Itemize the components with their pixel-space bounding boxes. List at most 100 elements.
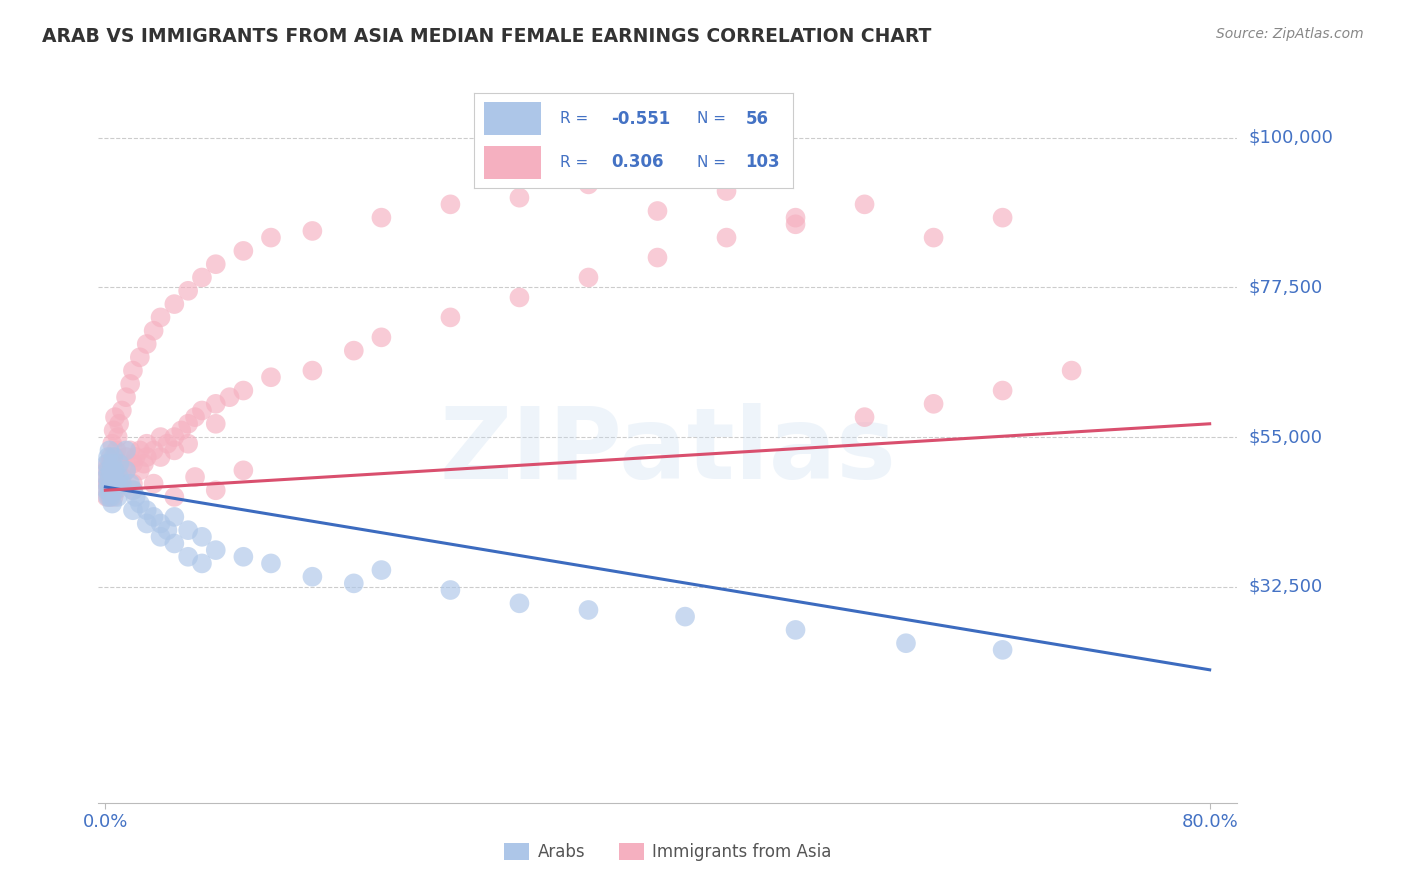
Point bbox=[142, 443, 165, 458]
Point bbox=[96, 470, 118, 484]
Point bbox=[204, 417, 226, 431]
Point bbox=[111, 476, 134, 491]
Point bbox=[103, 450, 125, 464]
Point bbox=[98, 490, 121, 504]
Point bbox=[149, 530, 172, 544]
Point bbox=[135, 503, 157, 517]
Point bbox=[578, 178, 600, 192]
Text: $100,000: $100,000 bbox=[1249, 128, 1333, 147]
Point bbox=[177, 549, 200, 564]
Point bbox=[101, 476, 124, 491]
Point bbox=[128, 443, 150, 458]
Point bbox=[97, 483, 120, 498]
Point bbox=[111, 403, 134, 417]
Point bbox=[100, 457, 122, 471]
Point bbox=[508, 596, 530, 610]
Point bbox=[991, 211, 1014, 225]
Point bbox=[122, 503, 145, 517]
Point bbox=[101, 483, 124, 498]
Point bbox=[853, 197, 876, 211]
Point bbox=[101, 457, 124, 471]
Point bbox=[439, 197, 461, 211]
Point bbox=[100, 463, 122, 477]
Point bbox=[104, 483, 127, 498]
Point bbox=[115, 463, 138, 477]
Point bbox=[105, 443, 128, 458]
Point bbox=[122, 363, 145, 377]
Point bbox=[104, 410, 127, 425]
Point bbox=[142, 476, 165, 491]
Point bbox=[163, 430, 186, 444]
Point bbox=[170, 424, 193, 438]
Point bbox=[111, 470, 134, 484]
Point bbox=[128, 463, 150, 477]
Point bbox=[508, 290, 530, 304]
Point bbox=[115, 390, 138, 404]
Point bbox=[260, 370, 283, 384]
Legend: Arabs, Immigrants from Asia: Arabs, Immigrants from Asia bbox=[498, 836, 838, 868]
Point bbox=[100, 470, 122, 484]
Point bbox=[120, 476, 142, 491]
Point bbox=[135, 450, 157, 464]
Point bbox=[96, 463, 118, 477]
Point bbox=[673, 609, 696, 624]
Point bbox=[204, 397, 226, 411]
Point bbox=[191, 530, 214, 544]
Point bbox=[785, 623, 807, 637]
Point bbox=[122, 476, 145, 491]
Point bbox=[135, 516, 157, 531]
Point bbox=[107, 490, 129, 504]
Point bbox=[343, 576, 366, 591]
Point bbox=[156, 436, 179, 450]
Point bbox=[104, 450, 127, 464]
Point bbox=[163, 509, 186, 524]
Point bbox=[98, 476, 121, 491]
Point bbox=[785, 217, 807, 231]
Point bbox=[149, 516, 172, 531]
Point bbox=[101, 497, 124, 511]
Point bbox=[108, 457, 131, 471]
Point bbox=[184, 470, 207, 484]
Text: ARAB VS IMMIGRANTS FROM ASIA MEDIAN FEMALE EARNINGS CORRELATION CHART: ARAB VS IMMIGRANTS FROM ASIA MEDIAN FEMA… bbox=[42, 27, 932, 45]
Point bbox=[991, 384, 1014, 398]
Point bbox=[191, 270, 214, 285]
Point bbox=[191, 557, 214, 571]
Point bbox=[204, 257, 226, 271]
Point bbox=[177, 417, 200, 431]
Point bbox=[785, 211, 807, 225]
Point bbox=[122, 483, 145, 498]
Point bbox=[104, 470, 127, 484]
Point bbox=[301, 570, 323, 584]
Point bbox=[578, 603, 600, 617]
Point bbox=[647, 204, 669, 219]
Point bbox=[98, 443, 121, 458]
Point bbox=[101, 436, 124, 450]
Point bbox=[218, 390, 240, 404]
Point bbox=[105, 483, 128, 498]
Point bbox=[1060, 363, 1083, 377]
Point bbox=[103, 457, 125, 471]
Point bbox=[115, 463, 138, 477]
Point bbox=[156, 523, 179, 537]
Point bbox=[163, 490, 186, 504]
Point bbox=[107, 430, 129, 444]
Point bbox=[108, 457, 131, 471]
Point bbox=[647, 251, 669, 265]
Point bbox=[96, 476, 118, 491]
Point bbox=[96, 483, 118, 498]
Point bbox=[508, 191, 530, 205]
Point bbox=[97, 476, 120, 491]
Point bbox=[120, 376, 142, 391]
Point bbox=[115, 450, 138, 464]
Point bbox=[105, 476, 128, 491]
Point bbox=[922, 230, 945, 244]
Point bbox=[100, 490, 122, 504]
Point bbox=[343, 343, 366, 358]
Point bbox=[120, 443, 142, 458]
Point bbox=[578, 270, 600, 285]
Point bbox=[128, 351, 150, 365]
Point bbox=[103, 470, 125, 484]
Point bbox=[260, 230, 283, 244]
Point bbox=[922, 397, 945, 411]
Text: Source: ZipAtlas.com: Source: ZipAtlas.com bbox=[1216, 27, 1364, 41]
